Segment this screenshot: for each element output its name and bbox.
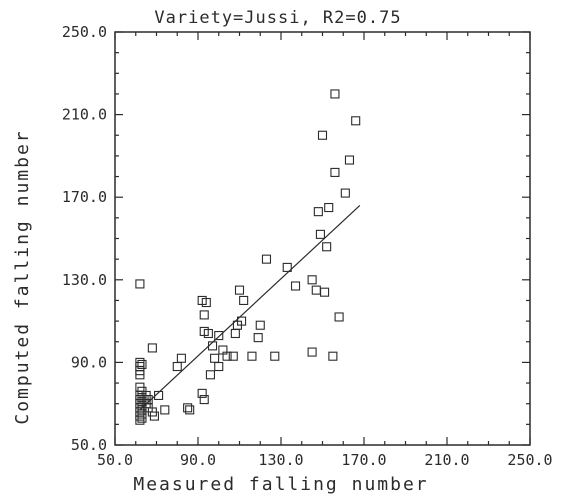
data-point	[210, 353, 220, 363]
axis-ticks	[114, 31, 531, 446]
y-tick-label: 250.0	[62, 23, 107, 41]
data-point	[135, 415, 145, 425]
x-axis-title: Measured falling number	[133, 474, 428, 495]
data-point	[282, 262, 292, 272]
data-point	[234, 285, 245, 295]
y-tick-label: 210.0	[62, 106, 107, 124]
regression-line	[139, 205, 361, 411]
x-tick-label: 250.0	[507, 451, 552, 469]
data-point	[307, 275, 317, 285]
data-point	[214, 361, 224, 372]
x-tick-label: 90.0	[180, 451, 216, 469]
regression-line-group	[139, 205, 361, 411]
data-point	[147, 343, 157, 353]
data-point	[228, 351, 238, 361]
data-point	[320, 287, 330, 297]
data-point	[176, 353, 186, 363]
data-point	[214, 331, 224, 341]
data-point	[199, 395, 209, 405]
y-tick-label: 170.0	[62, 188, 107, 206]
data-point	[330, 167, 340, 177]
data-point	[135, 370, 145, 380]
data-point	[203, 328, 213, 339]
data-point	[351, 116, 361, 126]
data-point	[160, 405, 170, 415]
data-point	[185, 405, 195, 415]
data-point	[344, 155, 355, 165]
data-point	[322, 242, 332, 252]
data-point	[149, 411, 159, 421]
data-point	[317, 130, 328, 140]
data-point	[270, 351, 280, 361]
data-point	[330, 89, 340, 99]
y-axis-title: Computed falling number	[12, 129, 33, 424]
data-point	[239, 295, 249, 306]
data-point	[324, 202, 334, 213]
data-point	[328, 351, 338, 361]
data-point	[313, 207, 323, 217]
data-point	[340, 188, 350, 198]
data-point	[253, 333, 263, 343]
data-point	[237, 316, 247, 326]
data-point	[247, 351, 257, 361]
y-tick-label: 50.0	[71, 436, 107, 454]
data-point	[255, 320, 265, 330]
data-point	[315, 229, 325, 239]
data-point	[201, 297, 211, 308]
y-tick-label: 130.0	[62, 271, 107, 289]
y-tick-label: 90.0	[71, 353, 107, 371]
x-tick-label: 50.0	[97, 451, 133, 469]
data-point	[230, 328, 240, 339]
data-point	[143, 395, 153, 405]
data-point	[307, 347, 317, 357]
data-points	[135, 89, 361, 425]
data-point	[222, 351, 232, 361]
y-axis-tick-labels: 50.0 90.0 130.0 170.0 210.0 250.0	[62, 23, 107, 454]
data-point	[137, 413, 147, 423]
data-point	[261, 254, 272, 264]
data-point	[199, 310, 209, 320]
data-point	[183, 403, 193, 413]
chart-title: Variety=Jussi, R2=0.75	[154, 8, 401, 28]
data-point	[197, 388, 207, 398]
data-point	[311, 285, 321, 295]
x-tick-label: 130.0	[258, 451, 303, 469]
data-point	[172, 361, 182, 372]
x-tick-label: 210.0	[424, 451, 469, 469]
data-point	[334, 312, 344, 322]
x-axis-tick-labels: 50.0 90.0 130.0 170.0 210.0 250.0	[97, 451, 553, 469]
data-point	[137, 359, 147, 370]
data-point	[205, 370, 215, 380]
data-point	[290, 281, 301, 291]
data-point	[135, 279, 145, 289]
x-tick-label: 170.0	[341, 451, 386, 469]
